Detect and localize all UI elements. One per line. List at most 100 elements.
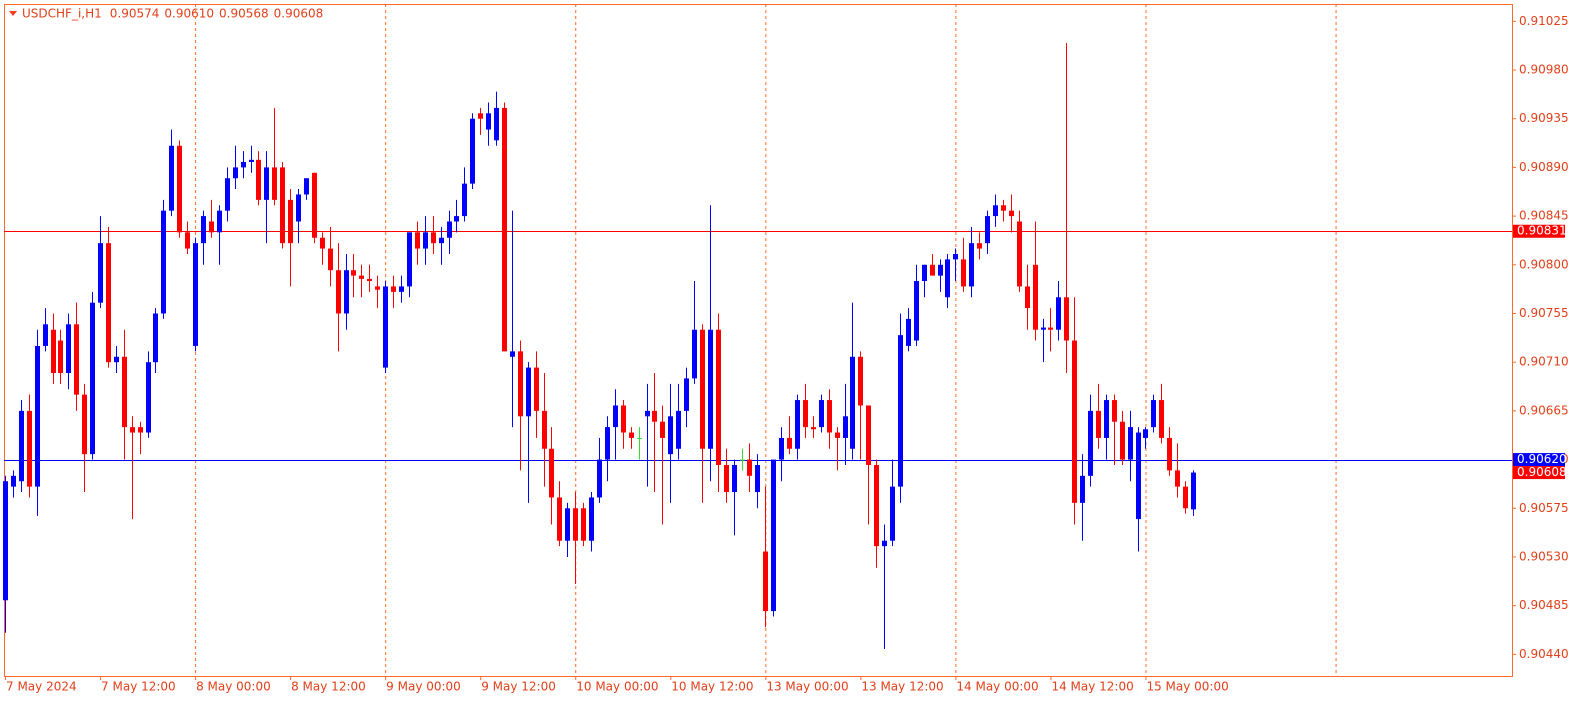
candle-body [217, 210, 222, 233]
y-tick-label: 0.90485 [1519, 598, 1569, 612]
candle-body [692, 329, 697, 379]
candle-body [1096, 410, 1101, 438]
candle-body [755, 464, 760, 493]
candle-body [138, 427, 143, 433]
candle-body [74, 324, 79, 395]
candle-body [98, 243, 103, 303]
candle-body [146, 362, 151, 433]
candle-body [423, 232, 428, 249]
candle-body [462, 183, 467, 217]
x-tick-label: 14 May 12:00 [1051, 680, 1133, 694]
candle-body [312, 172, 317, 238]
candle-body [249, 159, 254, 162]
y-tick-label: 0.90935 [1519, 111, 1569, 125]
candle-body [58, 340, 63, 374]
y-tick-label: 0.90980 [1519, 63, 1569, 77]
candle-body [874, 464, 879, 547]
plot-frame [4, 4, 1513, 677]
candle-body [645, 410, 650, 417]
candle-body [288, 199, 293, 244]
candle-body [866, 405, 871, 465]
y-tick-label: 0.90710 [1519, 355, 1569, 369]
candle-body [613, 405, 618, 428]
candle-body [969, 243, 974, 287]
x-tick-label: 7 May 2024 [6, 680, 77, 694]
candle-body [1056, 297, 1061, 330]
candle-body [961, 259, 966, 287]
candle-body [890, 486, 895, 541]
candle-body [565, 508, 570, 541]
candle-body [193, 243, 198, 346]
candle-body [153, 313, 158, 363]
candle-body [652, 410, 657, 422]
x-tick-label: 8 May 00:00 [196, 680, 271, 694]
candle-body [328, 248, 333, 271]
y-tick-label: 0.90575 [1519, 501, 1569, 515]
candle-body [811, 427, 816, 430]
x-tick-label: 15 May 00:00 [1146, 680, 1228, 694]
candle-body [415, 232, 420, 249]
candle-body [35, 345, 40, 487]
candle-body [1183, 486, 1188, 509]
candle-body [399, 286, 404, 292]
x-tick-label: 10 May 00:00 [576, 680, 658, 694]
candle-body [280, 167, 285, 244]
candle-body [1120, 421, 1125, 460]
candle-body [494, 107, 499, 141]
candle-body [454, 216, 459, 222]
candle-body [502, 107, 507, 352]
candle-body [3, 481, 8, 601]
candle-body [850, 356, 855, 449]
candle-body [597, 459, 602, 498]
candle-body [359, 275, 364, 279]
candle-body [1167, 437, 1172, 471]
candle-body [684, 378, 689, 411]
candle-body [534, 367, 539, 411]
candle-body [1001, 205, 1006, 211]
candle-body [320, 237, 325, 249]
x-tick-label: 13 May 00:00 [766, 680, 848, 694]
candle-body [660, 421, 665, 438]
candle-body [90, 302, 95, 455]
y-tick-label: 0.90890 [1519, 160, 1569, 174]
candle-body [1104, 400, 1109, 438]
x-tick-label: 13 May 12:00 [861, 680, 943, 694]
x-tick-label: 9 May 12:00 [481, 680, 556, 694]
candle-body [1048, 327, 1053, 330]
candle-body [779, 437, 784, 460]
candle-body [296, 194, 301, 222]
candle-body [19, 410, 24, 482]
y-tick-label: 0.90530 [1519, 549, 1569, 563]
candle-body [629, 432, 634, 438]
candle-body [557, 497, 562, 541]
candle-body [161, 210, 166, 314]
candle-body [1088, 410, 1093, 476]
candle-body [336, 270, 341, 314]
candle-body [803, 400, 808, 428]
price-level-box [1513, 453, 1565, 467]
candle-body [169, 145, 174, 211]
candle-body [740, 459, 745, 461]
candle-body [835, 432, 840, 438]
candle-body [914, 281, 919, 341]
price-level-box [1513, 466, 1565, 480]
candle-body [953, 253, 958, 260]
candle-body [1136, 432, 1141, 520]
candle-body [542, 410, 547, 449]
candle-body [787, 437, 792, 449]
candle-body [843, 416, 848, 438]
candle-body [518, 351, 523, 417]
candle-body [763, 551, 768, 612]
y-tick-label: 0.90755 [1519, 306, 1569, 320]
price-level-box [1513, 224, 1565, 238]
candle-body [922, 264, 927, 282]
symbol: USDCHF_i,H1 [22, 7, 102, 21]
x-tick-label: 9 May 00:00 [386, 680, 461, 694]
candle-body [985, 216, 990, 244]
candle-body [304, 178, 309, 195]
x-tick-label: 8 May 12:00 [291, 680, 366, 694]
candle-body [589, 497, 594, 541]
candle-body [272, 167, 277, 200]
price-level-label: 0.90608 [1517, 465, 1567, 479]
